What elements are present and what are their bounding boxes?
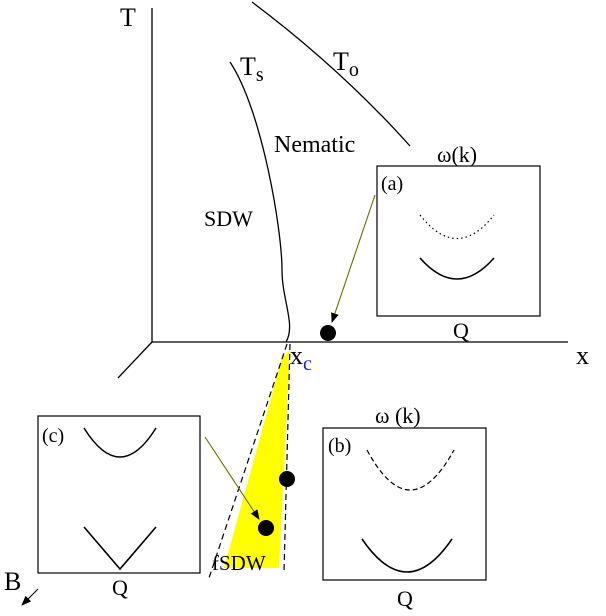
inset-b-upper-branch [366, 449, 455, 491]
inset-b-frame [322, 427, 487, 581]
inset-a-title: ω(k) [437, 142, 477, 167]
inset-a-lower-branch [419, 257, 495, 280]
inset-c-tag: (c) [42, 425, 64, 447]
arrow-c [204, 436, 260, 520]
b-axis-lower [21, 588, 39, 606]
inset-c-xlabel: Q [112, 575, 128, 600]
arrow-a [331, 194, 376, 323]
b-axis-upper [117, 341, 153, 379]
inset-b-xlabel: Q [397, 586, 413, 611]
inset-a-tag: (a) [381, 173, 403, 195]
inset-b-tag: (b) [328, 435, 351, 457]
b-axis-label: B [4, 567, 21, 596]
fsdw-label: fSDW [212, 551, 266, 575]
inset-b: ω (k) (b) Q [322, 403, 487, 611]
inset-b-title: ω (k) [375, 403, 421, 428]
inset-c-frame [37, 415, 201, 574]
t-o-curve [251, 1, 411, 147]
inset-a-xlabel: Q [453, 318, 469, 343]
t-o-label: To [333, 47, 359, 81]
fsdw-region [224, 350, 290, 568]
point-b-dot [279, 471, 295, 487]
point-c-dot [258, 520, 274, 536]
inset-c-dirac-cone [83, 526, 157, 571]
fsdw-boundary-left [208, 343, 288, 579]
inset-a: ω(k) (a) Q [376, 142, 541, 343]
t-s-label: Ts [240, 52, 264, 86]
x-axis-label: x [576, 341, 589, 370]
inset-c: (c) Q [37, 415, 201, 600]
inset-c-upper-branch [83, 427, 157, 458]
t-s-curve [229, 61, 291, 343]
sdw-label: SDW [204, 206, 253, 231]
nematic-label: Nematic [274, 132, 355, 158]
fsdw-boundary-right [283, 343, 291, 573]
inset-b-lower-branch [361, 538, 453, 573]
critical-point-label: xc [290, 341, 312, 375]
inset-a-upper-branch [419, 214, 495, 239]
inset-a-frame [376, 165, 541, 317]
point-a-dot [320, 325, 336, 341]
t-axis-label: T [120, 3, 136, 32]
